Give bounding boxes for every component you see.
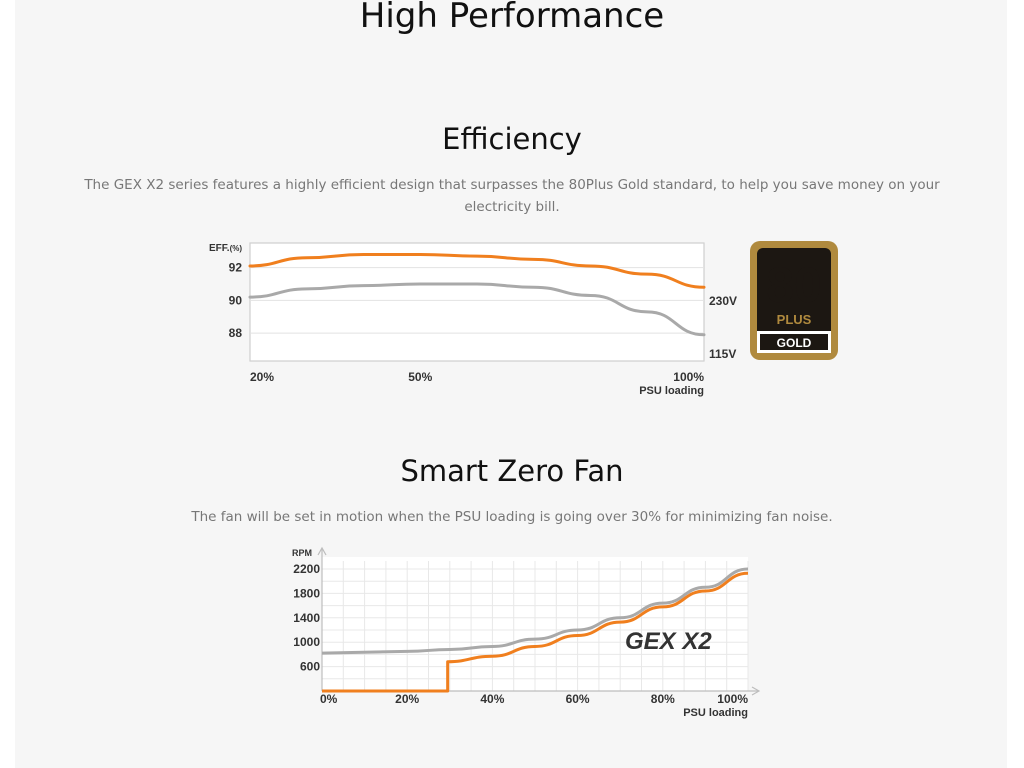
badge-inner	[757, 248, 831, 353]
gex-x2-annotation: GEX X2	[625, 628, 712, 655]
efficiency-chart: EFF.(%) PSU loading 230V 115V 92 90 88 20% 5…	[209, 242, 737, 397]
fan-x-tick: 60%	[566, 692, 590, 706]
fan-x-axis-arrow	[751, 686, 761, 696]
efficiency-series-115v-line	[248, 282, 706, 337]
efficiency-y-tick: 92	[229, 261, 243, 275]
smart-fan-description: The fan will be set in motion when the P…	[191, 509, 833, 525]
fan-x-tick: 80%	[651, 692, 675, 706]
fan-series-gray-line	[321, 567, 749, 655]
efficiency-y-axis-label: EFF.(%)	[209, 243, 242, 254]
page-title: High Performance	[359, 0, 665, 36]
efficiency-x-tick: 100%	[673, 370, 704, 384]
efficiency-heading: Efficiency	[442, 122, 582, 156]
badge-number: 80	[766, 257, 822, 313]
fan-y-tick: 600	[300, 660, 320, 674]
smart-fan-heading: Smart Zero Fan	[400, 454, 624, 488]
badge-tier-text: GOLD	[777, 336, 812, 350]
fan-y-tick: 1800	[293, 586, 320, 600]
badge-plus-text: PLUS	[777, 312, 812, 327]
efficiency-x-tick: 50%	[408, 370, 432, 384]
series-label-115v: 115V	[709, 347, 736, 361]
efficiency-series-230v-line	[248, 252, 706, 289]
efficiency-y-tick: 90	[229, 293, 243, 307]
fan-x-tick: 0%	[320, 692, 338, 706]
efficiency-x-tick: 20%	[250, 370, 274, 384]
fan-series-orange-line	[322, 571, 749, 693]
efficiency-plot-area	[249, 242, 705, 362]
fan-x-tick: 20%	[395, 692, 419, 706]
fan-x-tick: 40%	[480, 692, 504, 706]
fan-rpm-chart: RPM PSU loading GEX X2 2200 1800 1400 1000 6…	[292, 546, 761, 719]
fan-y-tick: 1400	[293, 611, 320, 625]
80plus-gold-badge: 80 PLUS GOLD	[750, 241, 838, 360]
fan-x-tick: 100%	[717, 692, 748, 706]
efficiency-description: The GEX X2 series features a highly effi…	[84, 177, 940, 215]
fan-y-axis-label: RPM	[292, 548, 312, 558]
series-label-230v: 230V	[709, 294, 737, 308]
fan-y-tick: 1000	[293, 635, 320, 649]
fan-y-axis-arrow	[317, 546, 327, 556]
efficiency-x-axis-label: PSU loading	[639, 385, 704, 397]
fan-x-axis-label: PSU loading	[683, 707, 748, 719]
badge-tier-band-inner	[760, 334, 828, 350]
efficiency-y-tick: 88	[229, 326, 243, 340]
fan-y-tick: 2200	[293, 562, 320, 576]
